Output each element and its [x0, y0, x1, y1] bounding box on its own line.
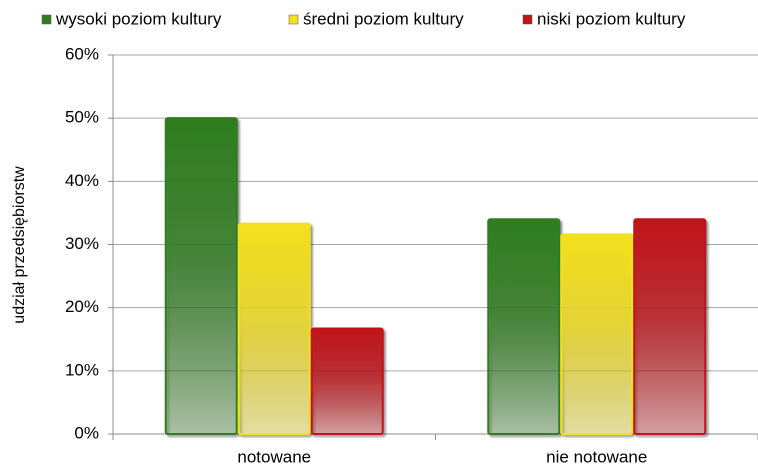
legend-label: wysoki poziom kultury	[55, 9, 222, 28]
y-tick-label: 10%	[65, 360, 99, 379]
bar	[633, 218, 707, 435]
bar	[310, 327, 384, 435]
bar	[237, 222, 311, 435]
y-tick-label: 30%	[65, 234, 99, 253]
y-tick-label: 50%	[65, 108, 99, 127]
legend-swatch	[41, 14, 52, 25]
x-tick-label: nie notowane	[546, 447, 647, 466]
legend-label: niski poziom kultury	[537, 9, 686, 28]
legend-swatch	[288, 14, 299, 25]
y-tick-label: 20%	[65, 297, 99, 316]
legend-label: średni poziom kultury	[303, 9, 464, 28]
bar	[487, 218, 561, 435]
bar	[560, 233, 634, 435]
y-tick-label: 0%	[74, 423, 99, 442]
y-axis-label: udział przedsiębiorstw	[11, 166, 28, 324]
legend-swatch	[522, 14, 533, 25]
bar	[164, 117, 238, 436]
y-tick-label: 60%	[65, 44, 99, 63]
x-tick-label: notowane	[237, 447, 311, 466]
y-tick-label: 40%	[65, 171, 99, 190]
